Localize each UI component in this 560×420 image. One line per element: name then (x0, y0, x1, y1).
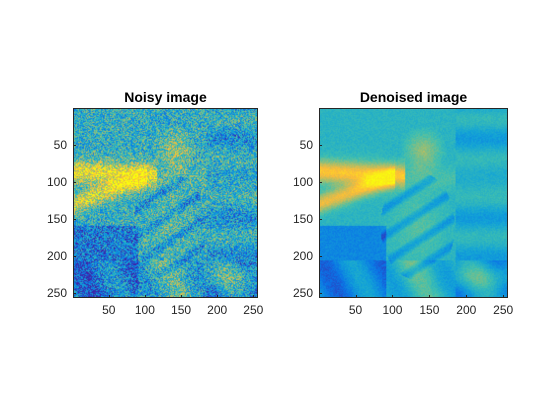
denoised-xtick-mark (503, 295, 505, 298)
noisy-ytick-mark (73, 293, 76, 295)
denoised-image-axes[interactable] (319, 108, 508, 298)
denoised-xtick-mark (466, 295, 468, 298)
noisy-ytick-label: 50 (53, 137, 67, 152)
noisy-image-axes[interactable] (73, 108, 258, 298)
noisy-ytick-label: 200 (46, 249, 67, 264)
noisy-xtick-label: 200 (207, 303, 228, 317)
noisy-image-title: Noisy image (124, 89, 207, 105)
noisy-ytick-mark (73, 218, 76, 220)
denoised-ytick-label: 50 (299, 137, 313, 152)
noisy-xtick-mark (108, 295, 110, 298)
denoised-ytick-mark (319, 218, 322, 220)
noisy-xtick-label: 150 (171, 303, 192, 317)
denoised-ytick-mark (319, 181, 322, 183)
noisy-ytick-mark (73, 144, 76, 146)
denoised-image-title: Denoised image (359, 89, 468, 105)
noisy-ytick-mark (73, 181, 76, 183)
denoised-ytick-label: 200 (292, 249, 313, 264)
denoised-ytick-label: 250 (292, 286, 313, 301)
noisy-ytick-label: 100 (46, 174, 67, 189)
noisy-ytick-label: 250 (46, 286, 67, 301)
denoised-xtick-label: 50 (348, 303, 363, 317)
denoised-xtick-mark (392, 295, 394, 298)
noisy-ytick-label: 150 (46, 211, 67, 226)
denoised-ytick-mark (319, 293, 322, 295)
noisy-image-canvas (74, 109, 257, 297)
noisy-xtick-label: 100 (134, 303, 155, 317)
noisy-ytick-mark (73, 256, 76, 258)
noisy-xtick-label: 250 (243, 303, 264, 317)
noisy-xtick-mark (253, 295, 255, 298)
denoised-xtick-mark (355, 295, 357, 298)
denoised-xtick-label: 200 (456, 303, 477, 317)
denoised-ytick-mark (319, 256, 322, 258)
denoised-ytick-mark (319, 144, 322, 146)
denoised-ytick-label: 150 (292, 211, 313, 226)
noisy-xtick-mark (144, 295, 146, 298)
denoised-ytick-label: 100 (292, 174, 313, 189)
denoised-xtick-label: 150 (419, 303, 440, 317)
denoised-image-canvas (320, 109, 507, 297)
noisy-xtick-mark (217, 295, 219, 298)
denoised-xtick-label: 250 (493, 303, 514, 317)
noisy-xtick-mark (181, 295, 183, 298)
denoised-xtick-label: 100 (382, 303, 403, 317)
denoised-xtick-mark (429, 295, 431, 298)
noisy-xtick-label: 50 (102, 303, 116, 317)
